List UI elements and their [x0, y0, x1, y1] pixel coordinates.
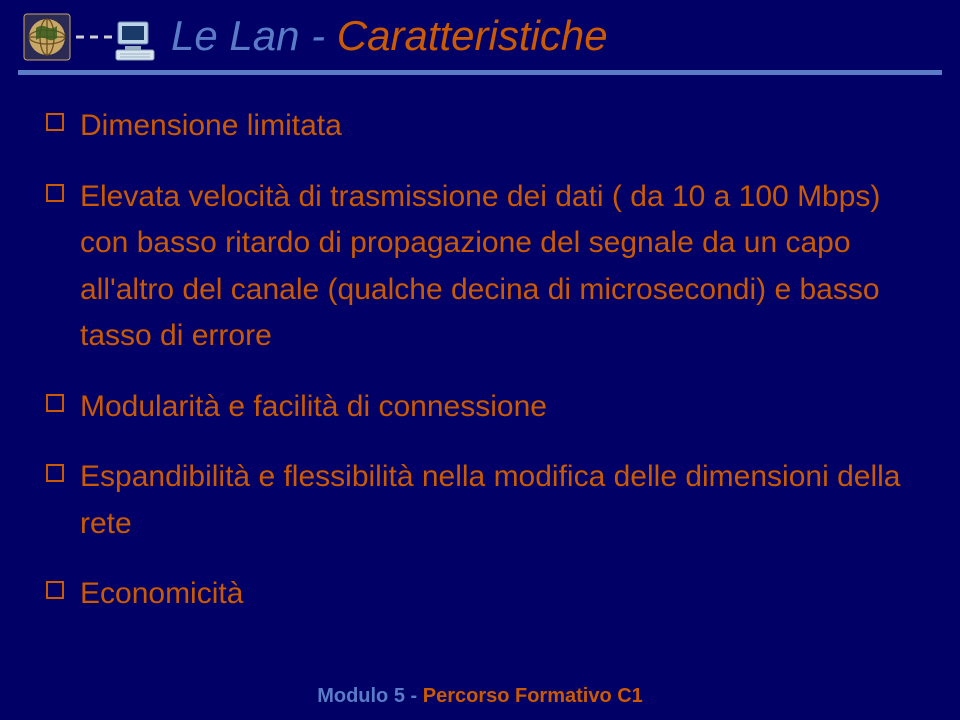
bullet-marker-icon [46, 581, 64, 599]
bullet-text: Espandibilità e flessibilità nella modif… [80, 454, 920, 547]
bullet-marker-icon [46, 394, 64, 412]
title-part-1: Le Lan - [171, 12, 337, 59]
bullet-marker-icon [46, 184, 64, 202]
footer: Modulo 5 - Percorso Formativo C1 [0, 685, 960, 708]
logo [18, 8, 163, 64]
slide: Le Lan - Caratteristiche Dimensione limi… [0, 0, 960, 720]
bullet-marker-icon [46, 464, 64, 482]
slide-title: Le Lan - Caratteristiche [163, 13, 960, 59]
bullet-marker-icon [46, 113, 64, 131]
bullet-text: Modularità e facilità di connessione [80, 384, 547, 431]
header: Le Lan - Caratteristiche [0, 0, 960, 64]
bullet-item: Economicità [46, 571, 920, 618]
bullet-item: Espandibilità e flessibilità nella modif… [46, 454, 920, 547]
bullet-text: Elevata velocità di trasmissione dei dat… [80, 174, 920, 360]
title-part-2: Caratteristiche [337, 12, 608, 59]
bullet-text: Dimensione limitata [80, 103, 342, 150]
footer-part-1: Modulo 5 - [317, 685, 423, 707]
bullet-text: Economicità [80, 571, 243, 618]
content: Dimensione limitata Elevata velocità di … [0, 75, 960, 618]
bullet-item: Elevata velocità di trasmissione dei dat… [46, 174, 920, 360]
bullet-item: Modularità e facilità di connessione [46, 384, 920, 431]
footer-part-2: Percorso Formativo C1 [423, 685, 643, 707]
bullet-item: Dimensione limitata [46, 103, 920, 150]
